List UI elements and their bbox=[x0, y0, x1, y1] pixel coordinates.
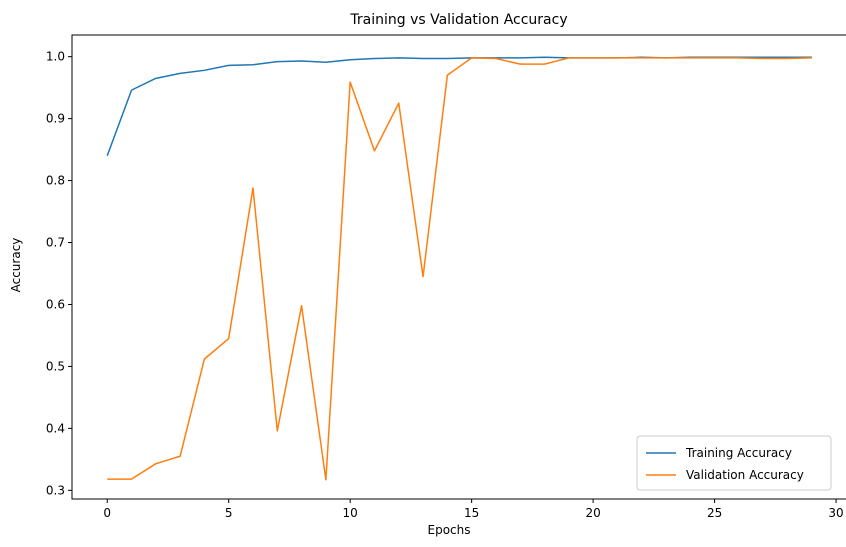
legend-label-training: Training Accuracy bbox=[685, 446, 792, 460]
y-tick-label: 0.5 bbox=[46, 359, 65, 373]
y-tick-label: 0.6 bbox=[46, 297, 65, 311]
x-tick-label: 30 bbox=[828, 506, 843, 520]
legend-box bbox=[636, 435, 832, 491]
y-tick-label: 1.0 bbox=[46, 50, 65, 64]
legend: Training Accuracy Validation Accuracy bbox=[636, 435, 832, 491]
x-tick-label: 10 bbox=[343, 506, 358, 520]
chart-title: Training vs Validation Accuracy bbox=[349, 12, 567, 28]
x-tick-label: 25 bbox=[707, 506, 722, 520]
x-tick-label: 20 bbox=[585, 506, 600, 520]
y-tick-label: 0.4 bbox=[46, 421, 65, 435]
x-axis-ticks: 0 5 10 15 20 25 30 bbox=[103, 499, 844, 520]
legend-label-validation: Validation Accuracy bbox=[686, 468, 804, 482]
y-tick-label: 0.8 bbox=[46, 174, 65, 188]
y-tick-label: 0.7 bbox=[46, 236, 65, 250]
plot-frame bbox=[71, 34, 846, 500]
y-axis-ticks: 0.3 0.4 0.5 0.6 0.7 0.8 0.9 1.0 bbox=[46, 50, 72, 497]
x-tick-label: 0 bbox=[103, 506, 111, 520]
x-axis-label: Epochs bbox=[428, 523, 471, 537]
y-tick-label: 0.3 bbox=[46, 483, 65, 497]
plot-lines bbox=[106, 56, 812, 481]
training-accuracy-line bbox=[106, 56, 812, 157]
x-tick-label: 5 bbox=[225, 506, 233, 520]
y-axis-label: Accuracy bbox=[9, 238, 23, 293]
y-tick-label: 0.9 bbox=[46, 112, 65, 126]
validation-accuracy-line bbox=[107, 57, 812, 481]
x-tick-label: 15 bbox=[464, 506, 479, 520]
